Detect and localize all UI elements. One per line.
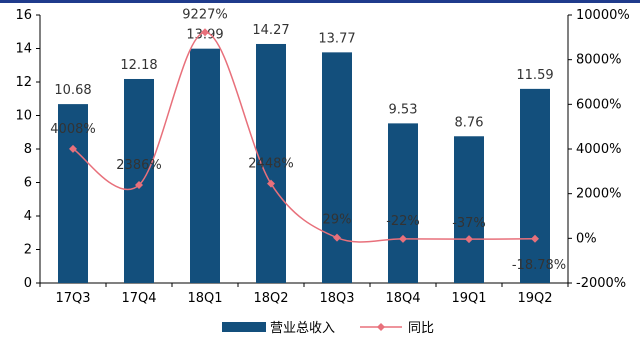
yoy-point: [69, 144, 77, 153]
y-left-tick-label: 6: [24, 176, 32, 191]
bar: [124, 78, 154, 283]
legend-swatch-bar: [222, 322, 266, 332]
bar-value-label: 9.53: [389, 102, 418, 117]
y-left-tick-label: 12: [15, 75, 32, 90]
bar-value-label: 13.77: [318, 31, 355, 46]
bar: [388, 123, 418, 283]
bar: [454, 136, 484, 283]
yoy-value-label: 2386%: [116, 158, 161, 173]
bar: [520, 88, 550, 284]
y-right-tick-label: 10000%: [576, 8, 630, 23]
y-left-tick-label: 10: [15, 109, 32, 124]
yoy-point: [267, 179, 275, 188]
top-accent-bar: [0, 0, 640, 3]
bar-value-label: 11.59: [516, 68, 553, 83]
yoy-value-label: 2448%: [248, 157, 293, 172]
yoy-value-label: 4008%: [50, 122, 95, 137]
y-left-tick-label: 16: [15, 8, 32, 23]
bar: [58, 104, 88, 283]
y-right-tick-label: 0%: [576, 231, 597, 246]
y-left-tick-label: 14: [15, 42, 32, 57]
x-tick-label: 19Q1: [451, 291, 486, 306]
yoy-value-label: 29%: [323, 213, 352, 228]
y-left-tick-label: 2: [24, 243, 32, 258]
y-right-tick-label: 8000%: [576, 53, 621, 68]
yoy-value-label: -37%: [452, 216, 486, 231]
x-tick-label: 18Q3: [319, 291, 354, 306]
x-tick-label: 17Q4: [121, 291, 156, 306]
yoy-point: [465, 235, 473, 244]
legend-swatch-marker: [377, 323, 385, 331]
yoy-value-label: -18.78%: [512, 258, 566, 273]
bar: [190, 48, 220, 284]
y-right-tick-label: -2000%: [576, 276, 626, 291]
bar-value-label: 14.27: [252, 23, 289, 38]
y-right-tick-label: 6000%: [576, 97, 621, 112]
yoy-value-label: 9227%: [182, 7, 227, 22]
y-left-tick-label: 8: [24, 142, 32, 157]
legend-label-bar: 营业总收入: [270, 321, 335, 336]
x-tick-label: 19Q2: [517, 291, 552, 306]
yoy-point: [399, 234, 407, 243]
y-left-tick-label: 4: [24, 209, 32, 224]
x-tick-label: 17Q3: [55, 291, 90, 306]
yoy-point: [135, 181, 143, 190]
x-tick-label: 18Q1: [187, 291, 222, 306]
x-tick-label: 18Q2: [253, 291, 288, 306]
bar-value-label: 8.76: [455, 115, 484, 130]
y-right-tick-label: 4000%: [576, 142, 621, 157]
yoy-point: [333, 233, 341, 242]
yoy-point: [531, 234, 539, 243]
y-left-tick-label: 0: [24, 276, 32, 291]
yoy-point: [201, 28, 209, 37]
yoy-value-label: -22%: [386, 214, 420, 229]
bar: [322, 52, 352, 283]
bar-value-label: 10.68: [54, 83, 91, 98]
y-right-tick-label: 2000%: [576, 187, 621, 202]
legend-label-line: 同比: [408, 321, 434, 336]
x-tick-label: 18Q4: [385, 291, 420, 306]
bar-value-label: 12.18: [120, 58, 157, 73]
